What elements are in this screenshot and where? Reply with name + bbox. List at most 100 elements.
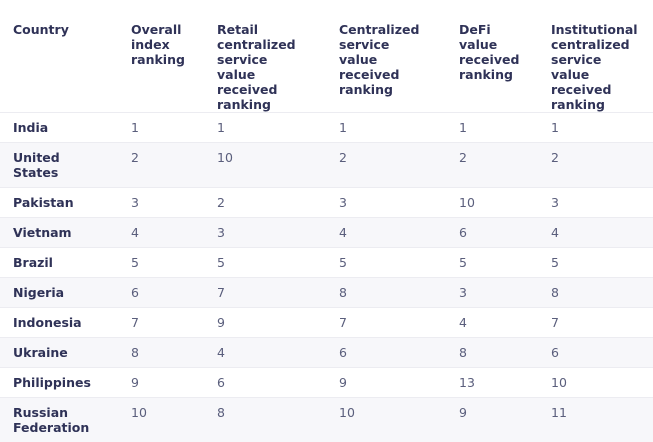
rank-value: 11 <box>551 405 643 420</box>
rank-cell: 10 <box>538 368 653 398</box>
country-cell: Ukraine <box>0 338 118 368</box>
page: Country Overall index ranking Retail centr… <box>0 0 653 424</box>
table-row: Philippines 9 6 9 13 10 <box>0 368 653 398</box>
rank-value: 8 <box>339 285 429 300</box>
rank-cell: 2 <box>538 143 653 188</box>
rank-cell: 2 <box>204 188 326 218</box>
rank-cell: 8 <box>204 398 326 442</box>
rank-value: 9 <box>339 375 429 390</box>
rank-value: 2 <box>459 150 521 165</box>
rank-value: 8 <box>551 285 643 300</box>
rank-value: 5 <box>459 255 521 270</box>
rank-cell: 10 <box>326 398 446 442</box>
rank-cell: 3 <box>204 218 326 248</box>
rank-cell: 4 <box>204 338 326 368</box>
rank-cell: 5 <box>326 248 446 278</box>
rank-value: 1 <box>459 120 521 135</box>
country-name: Pakistan <box>13 195 83 210</box>
rank-cell: 7 <box>204 278 326 308</box>
country-cell: Pakistan <box>0 188 118 218</box>
column-header: Retail centralized service value receive… <box>204 0 326 113</box>
country-cell: Vietnam <box>0 218 118 248</box>
rank-cell: 6 <box>446 218 538 248</box>
rank-value: 5 <box>131 255 187 270</box>
header-text: Country <box>13 22 83 37</box>
rank-cell: 2 <box>118 143 204 188</box>
rank-cell: 6 <box>118 278 204 308</box>
rank-cell: 10 <box>118 398 204 442</box>
rank-value: 4 <box>459 315 521 330</box>
table-row: Brazil 5 5 5 5 5 <box>0 248 653 278</box>
rank-cell: 9 <box>326 368 446 398</box>
rank-value: 5 <box>339 255 429 270</box>
rank-cell: 7 <box>326 308 446 338</box>
rank-cell: 7 <box>538 308 653 338</box>
country-cell: United States <box>0 143 118 188</box>
rank-value: 6 <box>217 375 305 390</box>
rank-value: 10 <box>551 375 643 390</box>
rank-value: 6 <box>459 225 521 240</box>
country-name: Nigeria <box>13 285 83 300</box>
rank-cell: 9 <box>204 308 326 338</box>
rank-cell: 1 <box>446 113 538 143</box>
rank-cell: 8 <box>326 278 446 308</box>
rank-value: 6 <box>339 345 429 360</box>
rank-cell: 6 <box>326 338 446 368</box>
country-cell: India <box>0 113 118 143</box>
rank-value: 10 <box>459 195 521 210</box>
rank-value: 10 <box>339 405 429 420</box>
rank-cell: 5 <box>204 248 326 278</box>
header-text: Institutional centralized service value … <box>551 22 643 112</box>
rank-cell: 4 <box>118 218 204 248</box>
rank-cell: 10 <box>204 143 326 188</box>
rank-cell: 3 <box>118 188 204 218</box>
header-text: Overall index ranking <box>131 22 187 67</box>
country-name: United States <box>13 150 83 180</box>
rank-cell: 5 <box>538 248 653 278</box>
rank-cell: 1 <box>326 113 446 143</box>
rank-cell: 9 <box>446 398 538 442</box>
rank-value: 3 <box>131 195 187 210</box>
country-name: Brazil <box>13 255 83 270</box>
rank-cell: 10 <box>446 188 538 218</box>
rank-value: 7 <box>551 315 643 330</box>
rank-value: 7 <box>217 285 305 300</box>
rank-value: 6 <box>551 345 643 360</box>
rank-cell: 3 <box>326 188 446 218</box>
rank-value: 9 <box>459 405 521 420</box>
header-text: DeFi value received ranking <box>459 22 521 82</box>
column-header: Overall index ranking <box>118 0 204 113</box>
rank-cell: 6 <box>204 368 326 398</box>
column-header: Institutional centralized service value … <box>538 0 653 113</box>
column-header: Country <box>0 0 118 113</box>
rank-value: 4 <box>551 225 643 240</box>
country-name: India <box>13 120 83 135</box>
rank-cell: 3 <box>446 278 538 308</box>
rank-value: 8 <box>217 405 305 420</box>
rank-value: 4 <box>217 345 305 360</box>
rank-value: 9 <box>131 375 187 390</box>
rank-cell: 4 <box>326 218 446 248</box>
country-name: Indonesia <box>13 315 83 330</box>
country-cell: Brazil <box>0 248 118 278</box>
rank-cell: 6 <box>538 338 653 368</box>
rank-cell: 4 <box>538 218 653 248</box>
rank-value: 1 <box>131 120 187 135</box>
country-name: Philippines <box>13 375 83 390</box>
rank-cell: 8 <box>538 278 653 308</box>
rank-cell: 7 <box>118 308 204 338</box>
rank-cell: 1 <box>538 113 653 143</box>
column-header: DeFi value received ranking <box>446 0 538 113</box>
country-cell: Indonesia <box>0 308 118 338</box>
rank-cell: 1 <box>118 113 204 143</box>
rank-value: 2 <box>131 150 187 165</box>
rank-value: 7 <box>339 315 429 330</box>
rank-value: 4 <box>339 225 429 240</box>
rank-value: 5 <box>217 255 305 270</box>
rank-value: 13 <box>459 375 521 390</box>
